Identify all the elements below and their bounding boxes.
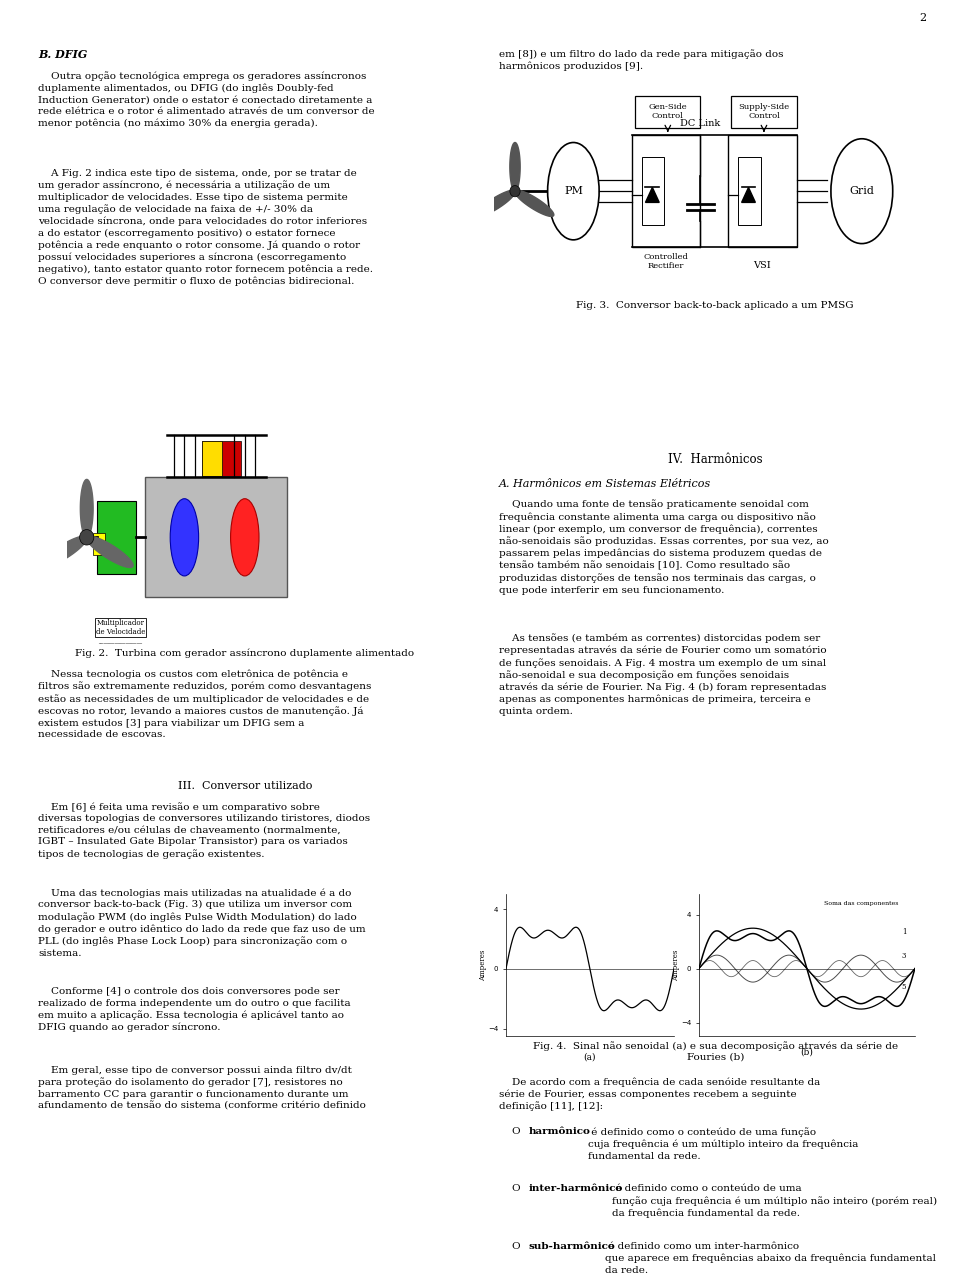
Text: Controlled
Rectifier: Controlled Rectifier [643,252,688,270]
Text: Em geral, esse tipo de conversor possui ainda filtro dv/dt
para proteção do isol: Em geral, esse tipo de conversor possui … [38,1066,367,1111]
Polygon shape [40,537,87,568]
Text: O: O [499,1184,524,1193]
Polygon shape [742,188,756,202]
Ellipse shape [831,139,893,243]
Text: B. DFIG: B. DFIG [38,49,87,60]
FancyBboxPatch shape [203,440,241,475]
Text: III.  Conversor utilizado: III. Conversor utilizado [178,781,312,792]
FancyBboxPatch shape [728,135,797,247]
Text: Fig. 3.  Conversor back-to-back aplicado a um PMSG: Fig. 3. Conversor back-to-back aplicado … [576,301,854,310]
Text: Gen-Side
Control: Gen-Side Control [649,103,687,120]
Circle shape [510,185,520,197]
Circle shape [80,530,94,546]
FancyBboxPatch shape [632,135,701,247]
Text: Fouries (b): Fouries (b) [686,1053,744,1062]
Text: De acordo com a frequência de cada senóide resultante da
série de Fourier, essas: De acordo com a frequência de cada senói… [499,1077,821,1112]
Text: é definido como o conteúdo de uma função
cuja frequência é um múltiplo inteiro d: é definido como o conteúdo de uma função… [588,1127,859,1161]
FancyBboxPatch shape [738,157,760,225]
Text: harmônico: harmônico [529,1127,590,1136]
Polygon shape [86,537,133,568]
Text: Multiplicador
de Velocidade: Multiplicador de Velocidade [96,619,145,636]
Text: Quando uma fonte de tensão praticamente senoidal com
frequência constante alimen: Quando uma fonte de tensão praticamente … [499,499,828,595]
Text: DC Link: DC Link [681,118,721,127]
Text: ________________: ________________ [99,638,142,644]
Text: é definido como o conteúdo de uma
função cuja frequência é um múltiplo não intei: é definido como o conteúdo de uma função… [612,1184,938,1218]
FancyBboxPatch shape [145,477,287,597]
FancyBboxPatch shape [97,501,136,574]
Ellipse shape [170,498,199,577]
Text: Outra opção tecnológica emprega os geradores assíncronos
duplamente alimentados,: Outra opção tecnológica emprega os gerad… [38,71,375,127]
Y-axis label: Amperes: Amperes [672,950,680,981]
Text: Nessa tecnologia os custos com eletrônica de potência e
filtros são extremamente: Nessa tecnologia os custos com eletrônic… [38,669,372,739]
Text: 3: 3 [901,952,906,960]
Text: é definido como um inter-harmônico
que aparece em frequências abaixo da frequênc: é definido como um inter-harmônico que a… [605,1242,936,1274]
FancyBboxPatch shape [636,95,701,127]
Text: As tensões (e também as correntes) distorcidas podem ser
representadas através d: As tensões (e também as correntes) disto… [499,633,827,716]
Text: PM: PM [564,187,583,196]
Polygon shape [81,480,93,537]
FancyBboxPatch shape [732,95,797,127]
Text: O: O [499,1242,524,1251]
Text: Soma das componentes: Soma das componentes [824,901,899,906]
Text: Supply-Side
Control: Supply-Side Control [738,103,789,120]
Text: inter-harmônico: inter-harmônico [529,1184,623,1193]
Text: Conforme [4] o controle dos dois conversores pode ser
realizado de forma indepen: Conforme [4] o controle dos dois convers… [38,987,351,1032]
Text: sub-harmônico: sub-harmônico [529,1242,615,1251]
Text: Fig. 4.  Sinal não senoidal (a) e sua decomposição através da série de: Fig. 4. Sinal não senoidal (a) e sua dec… [533,1041,898,1051]
Ellipse shape [547,143,599,239]
Text: 5: 5 [901,983,906,991]
Polygon shape [510,143,520,192]
Text: O: O [499,1127,524,1136]
Polygon shape [476,190,516,216]
Text: Em [6] é feita uma revisão e um comparativo sobre
diversas topologias de convers: Em [6] é feita uma revisão e um comparat… [38,802,371,858]
Text: Fig. 2.  Turbina com gerador assíncrono duplamente alimentado: Fig. 2. Turbina com gerador assíncrono d… [75,649,415,658]
Text: (a): (a) [584,1053,596,1062]
Text: IV.  Harmônicos: IV. Harmônicos [668,453,762,466]
Polygon shape [515,190,554,216]
Text: (b): (b) [801,1048,813,1057]
Text: A Fig. 2 indica este tipo de sistema, onde, por se tratar de
um gerador assíncro: A Fig. 2 indica este tipo de sistema, on… [38,169,373,286]
Text: Grid: Grid [850,187,875,196]
FancyBboxPatch shape [642,157,664,225]
Text: em [8]) e um filtro do lado da rede para mitigação dos
harmônicos produzidos [9]: em [8]) e um filtro do lado da rede para… [499,49,783,71]
FancyBboxPatch shape [93,533,106,555]
Text: VSI: VSI [754,261,771,270]
FancyBboxPatch shape [203,440,222,475]
Ellipse shape [230,498,259,577]
Y-axis label: Amperes: Amperes [479,950,487,981]
Text: 2: 2 [920,13,926,23]
Text: A. Harmônicos em Sistemas Elétricos: A. Harmônicos em Sistemas Elétricos [499,479,711,489]
Text: 1: 1 [901,928,906,936]
Text: Uma das tecnologias mais utilizadas na atualidade é a do
conversor back-to-back : Uma das tecnologias mais utilizadas na a… [38,888,366,958]
Polygon shape [645,188,660,202]
